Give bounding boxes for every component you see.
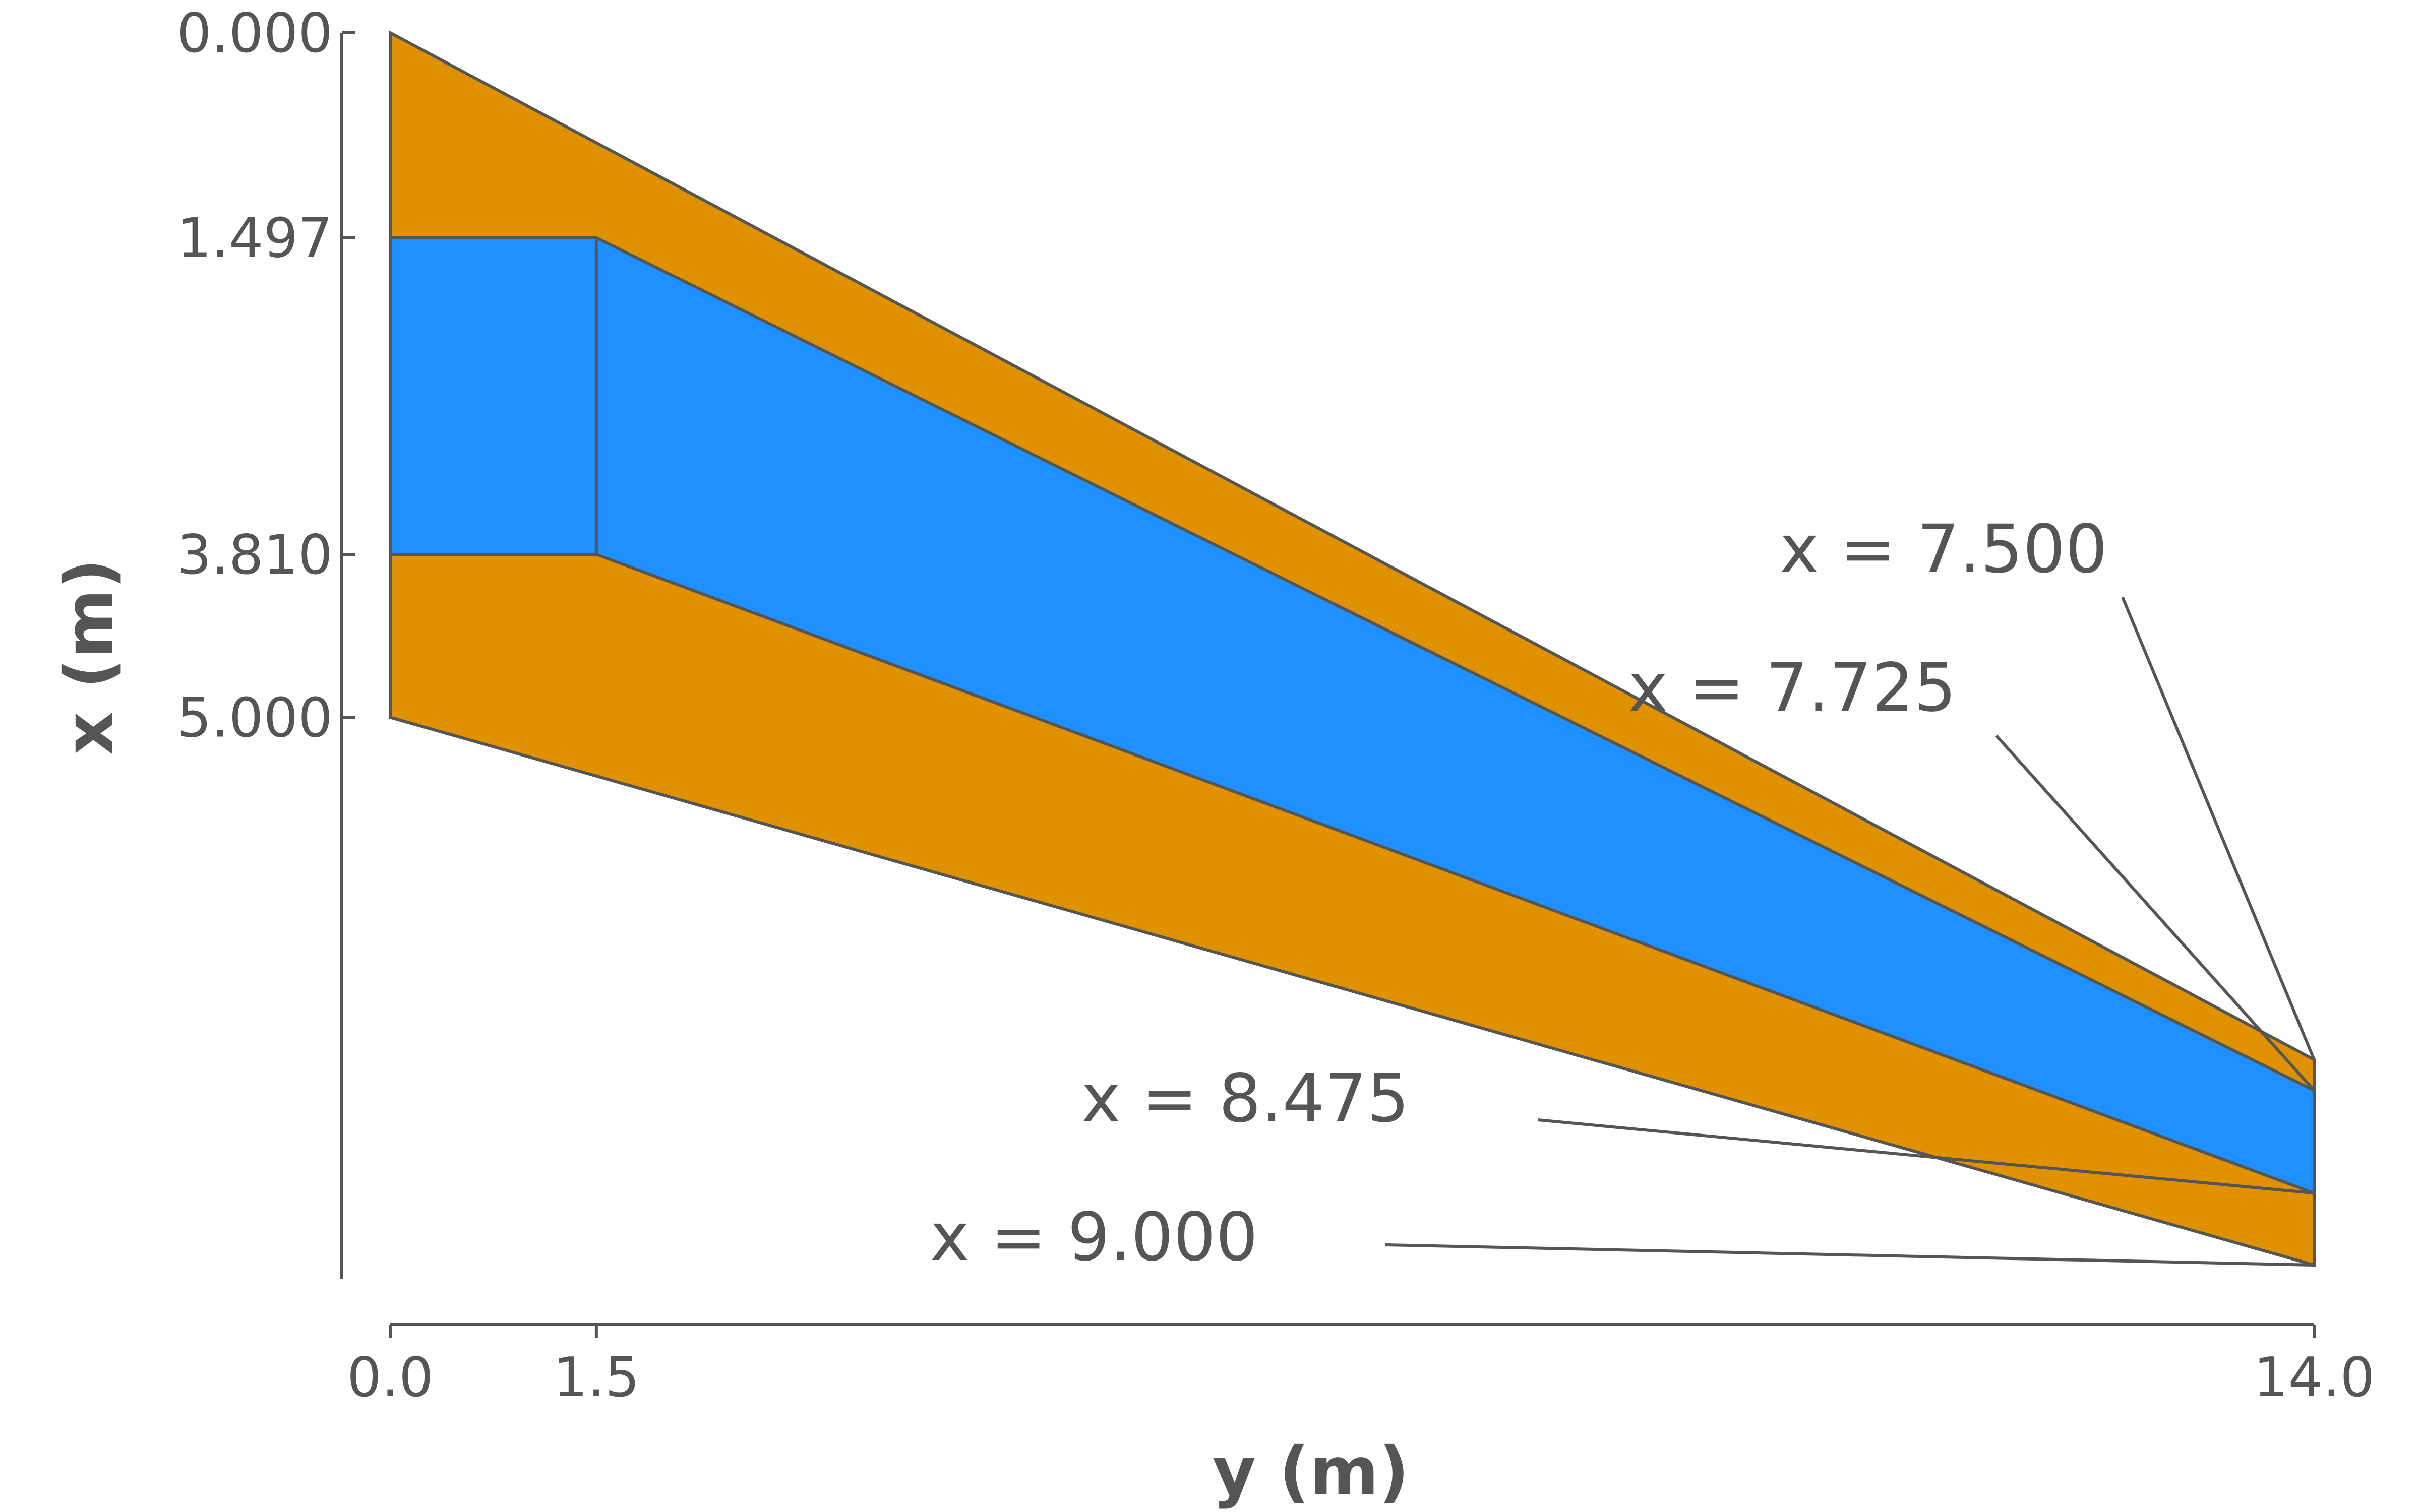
annotation-leader-line bbox=[2121, 596, 2316, 1060]
annotation-leader-line bbox=[1385, 1243, 2315, 1267]
annotation-label: x = 7.725 bbox=[1628, 649, 1957, 727]
bottom-tick-label: 1.5 bbox=[553, 1346, 640, 1409]
annotations: x = 7.500 x = 7.725 x = 8.475 x = 9.000 bbox=[930, 511, 2316, 1276]
left-tick-label: 0.000 bbox=[177, 2, 333, 65]
annotation-label: x = 7.500 bbox=[1780, 511, 2108, 588]
annotation-leader-line bbox=[1995, 734, 2316, 1092]
left-tick-label: 1.497 bbox=[177, 207, 333, 270]
left-tick-label: 3.810 bbox=[177, 524, 333, 587]
bottom-tick-label: 14.0 bbox=[2254, 1346, 2375, 1409]
left-axis-title: x (m) bbox=[50, 558, 128, 754]
left-axis-ticks: 0.000 1.497 3.810 5.000 bbox=[177, 2, 355, 749]
bottom-tick-label: 0.0 bbox=[347, 1346, 434, 1409]
annotation-label: x = 9.000 bbox=[930, 1199, 1258, 1276]
left-tick-label: 5.000 bbox=[177, 686, 333, 749]
annotation-label: x = 8.475 bbox=[1081, 1060, 1410, 1138]
bottom-axis-ticks: 0.0 1.5 14.0 bbox=[347, 1325, 2375, 1409]
annotation-leader-line bbox=[1537, 1118, 2315, 1195]
bottom-axis-title: y (m) bbox=[1213, 1433, 1409, 1510]
